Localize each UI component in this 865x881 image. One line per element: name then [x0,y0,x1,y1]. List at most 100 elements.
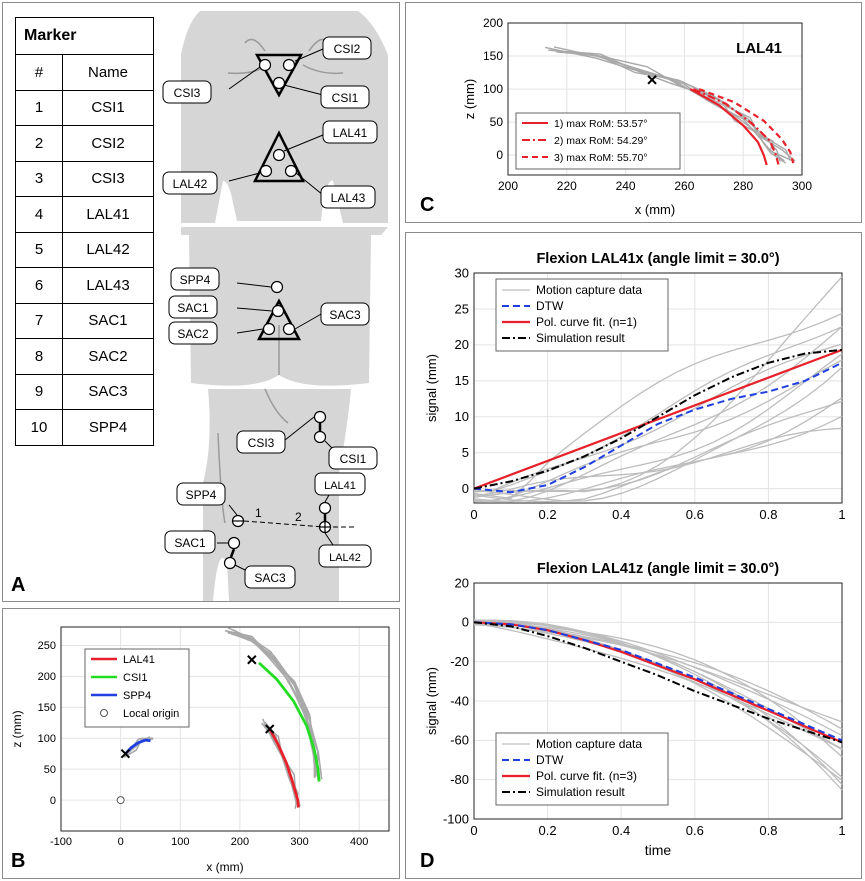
callout-label: SPP4 [180,273,211,287]
marker-name: SAC3 [62,373,154,410]
line-label-2: 2 [295,510,302,524]
table-row: 8 SAC2 [15,338,154,375]
x-axis-label: time [645,842,672,858]
back-torso-silhouette [181,227,388,386]
legend-label: Pol. curve fit. (n=1) [536,315,637,329]
csi-triangle [254,53,304,98]
y-tick-label: 250 [38,640,56,652]
x-tick-label: 300 [290,836,308,848]
sac-triangle [256,298,302,341]
callout-label: LAL42 [329,552,361,564]
callout-csi1-side: CSI1 [328,446,378,470]
callout-label: SAC1 [177,301,209,315]
x-tick-label: 100 [171,836,189,848]
y-tick-label: 0 [496,148,503,162]
marker-spp4-back [270,280,284,294]
plot-frame [60,626,390,832]
marker-num: 10 [15,409,63,446]
marker-lal41-side [318,501,332,515]
motion-capture-trace [473,359,843,503]
series-line-pol [473,348,843,490]
marker-csi3-side [313,410,327,424]
callout-csi1-front: CSI1 [320,85,370,109]
y-tick-label: 100 [38,733,56,745]
legend-label: Motion capture data [536,283,642,297]
callout-label: CSI1 [340,452,367,466]
marker-lal43-front [284,164,298,178]
marker-num: 2 [15,125,63,162]
y-tick-label: 50 [44,764,56,776]
marker-csi3-front [258,58,272,72]
y-tick-label: 50 [490,115,504,129]
panel-b: B -100 0 100 200 300 400 0 50 100 150 200 250 x (mm)… [2,608,400,879]
marker-name: SAC1 [62,302,154,339]
legend-label: LAL41 [123,654,155,666]
y-tick-label: 100 [483,82,503,96]
callout-sac3-side: SAC3 [244,565,296,589]
callout-lal43-front: LAL43 [320,185,376,209]
chart-title: Flexion LAL41z (angle limit = 30.0°) [537,561,779,577]
callout-csi2-front: CSI2 [322,36,372,60]
callout-sac1-back: SAC1 [168,295,218,319]
callout-label: LAL41 [324,480,356,492]
series-line-2 [692,88,780,165]
panel-letter-c: C [420,194,434,216]
callout-label: LAL42 [173,177,208,191]
x-tick-label: 260 [674,179,694,193]
y-axis-label: signal (mm) [424,354,439,422]
x-tick-label: 0.4 [612,507,630,522]
series-line-lal41 [268,728,300,808]
x-tick-label: 1 [838,823,845,838]
callout-sac1-side: SAC1 [164,530,216,554]
legend-label: Simulation result [536,785,625,799]
marker-name: SAC2 [62,338,154,375]
front-torso-silhouette [181,11,388,223]
motion-capture-trace [473,276,843,499]
x-tick-label: 220 [557,179,577,193]
motion-capture-trace [473,343,843,493]
motion-capture-trace [473,427,843,497]
callout-spp4-side: SPP4 [176,482,226,506]
motion-capture-trace [473,622,843,750]
y-tick-label: 30 [455,265,469,280]
marker-col-num: # [15,54,63,91]
plot-frame [473,272,843,504]
y-axis-label: z (mm) [10,710,24,747]
marker-name: CSI2 [62,125,154,162]
callout-lal42-front: LAL42 [162,171,218,195]
marker-sac2-back [262,322,276,336]
y-tick-label: -80 [450,772,469,787]
y-axis-label: signal (mm) [424,667,439,735]
x-tick-label: 0.2 [539,823,557,838]
x-tick-label: 0.4 [612,823,630,838]
marker-name: LAL41 [62,196,154,233]
y-tick-label: 150 [483,49,503,63]
x-tick-label: 0 [470,507,477,522]
legend-label: Pol. curve fit. (n=3) [536,769,637,783]
panel-c: C 200 220 240 260 280 300 0 50 100 150 200 x (mm) z … [405,2,862,223]
x-tick-label: 200 [498,179,518,193]
callout-label: SAC3 [329,308,361,322]
x-tick-label: 240 [616,179,636,193]
trajectory-gray [228,632,320,777]
callout-spp4-back: SPP4 [170,267,220,291]
start-mark [120,749,131,759]
legend-label: SPP4 [123,690,151,702]
y-tick-label: 20 [455,575,469,590]
marker-num: 7 [15,302,63,339]
callout-csi3-front: CSI3 [162,80,212,104]
legend-swatch [100,709,108,717]
x-tick-label: 300 [792,179,812,193]
callout-label: LAL43 [331,191,366,205]
marker-lal41-front [272,148,286,162]
start-mark [247,655,257,665]
motion-capture-trace [473,353,843,502]
legend-label: CSI1 [123,672,147,684]
callout-lal41-front: LAL41 [322,120,378,144]
y-tick-label: 10 [455,409,469,424]
x-tick-label: 1 [838,507,845,522]
motion-capture-trace [473,312,843,500]
callout-label: CSI1 [332,91,359,105]
trajectory-gray [231,633,316,777]
